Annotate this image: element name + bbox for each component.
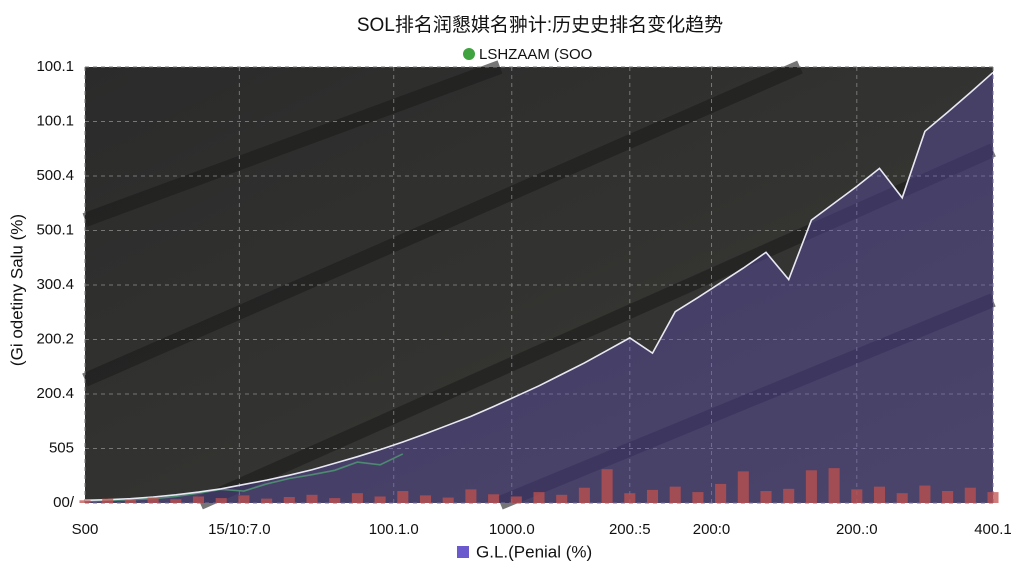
bar	[715, 483, 727, 503]
bar	[261, 498, 273, 503]
bar	[215, 498, 227, 503]
bar	[783, 488, 795, 503]
bar	[692, 492, 704, 503]
y-axis-label: (Gi odetiny Salu (%)	[7, 214, 26, 366]
bar	[419, 495, 432, 503]
bar	[873, 486, 886, 503]
bar	[624, 493, 636, 503]
x-tick-label: S00	[72, 521, 99, 538]
bar	[828, 468, 840, 503]
legend-label: LSHZAAM (SOO	[479, 46, 592, 63]
x-tick-label: 200.:5	[609, 521, 651, 538]
line	[84, 71, 994, 502]
background-pattern	[82, 60, 996, 510]
bar	[147, 497, 159, 503]
y-tick-label: 505	[49, 439, 74, 456]
bar	[170, 499, 182, 503]
y-tick-label: 500.4	[36, 167, 74, 184]
bar	[760, 491, 772, 503]
x-tick-label: 100.1.0	[369, 521, 419, 538]
x-tick-label: 400.1	[974, 521, 1012, 538]
bar	[442, 497, 454, 503]
bar	[306, 494, 318, 503]
y-tick-label: 200.2	[36, 330, 74, 347]
bar	[601, 469, 613, 503]
chart-title: SOL排名润懇娸名翀计:历史史排名变化趋势	[357, 14, 723, 36]
x-tick-label: 200:0	[693, 521, 731, 538]
plot-background	[85, 67, 993, 503]
bar	[102, 498, 114, 503]
line	[84, 453, 404, 503]
x-tick-label: 200.:0	[836, 521, 878, 538]
bar	[964, 487, 976, 503]
bar	[283, 497, 295, 503]
x-tick-label: 15/10:7.0	[208, 521, 271, 538]
bar	[578, 487, 590, 503]
bar	[510, 496, 522, 503]
bar	[488, 494, 500, 503]
bar	[351, 493, 363, 503]
y-tick-label: 100.1	[36, 58, 74, 75]
bar	[805, 470, 817, 503]
bar	[896, 493, 908, 503]
y-tick-label: 00/	[53, 494, 75, 511]
bar	[556, 494, 568, 503]
bar	[79, 500, 91, 503]
bar	[397, 491, 409, 503]
bar	[851, 489, 863, 503]
bar	[737, 471, 749, 503]
bar	[533, 492, 545, 503]
bar	[124, 499, 136, 503]
bar	[669, 486, 681, 503]
bar	[238, 495, 250, 503]
bar	[329, 498, 341, 503]
bar	[919, 485, 931, 503]
bar	[987, 492, 999, 503]
legend-marker	[457, 546, 469, 558]
bar	[942, 491, 954, 503]
bar	[465, 489, 477, 503]
y-tick-label: 500.1	[36, 221, 74, 238]
y-tick-label: 200.4	[36, 385, 74, 402]
area	[85, 72, 993, 503]
legend-label: G.L.(Penial (%)	[476, 542, 592, 561]
bar	[192, 496, 205, 503]
legend-marker	[463, 48, 475, 60]
y-tick-label: 100.1	[36, 112, 74, 129]
y-tick-label: 300.4	[36, 276, 74, 293]
x-tick-label: 1000.0	[489, 521, 535, 538]
bar	[646, 489, 659, 503]
bar	[374, 496, 386, 503]
